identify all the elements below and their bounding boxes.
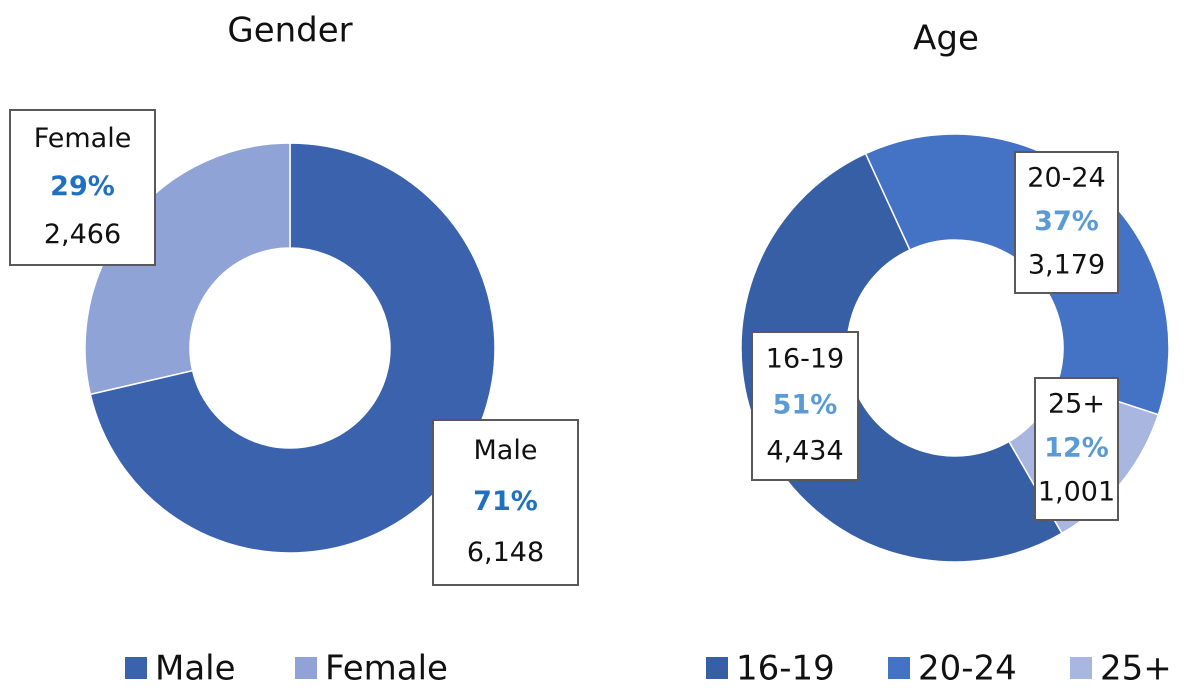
value-label: 2,466 (44, 219, 121, 250)
donut-slice (89, 142, 496, 554)
value-label: 3,179 (1028, 250, 1105, 281)
percent-label: 71% (473, 486, 538, 517)
legend-swatch (706, 657, 728, 679)
slice-name: 20-24 (1027, 162, 1105, 193)
label-box (9, 109, 156, 266)
donut-slice (84, 142, 291, 396)
legend-label: Male (155, 649, 236, 689)
legend-label: 20-24 (918, 649, 1017, 689)
legend-label: 16-19 (736, 649, 835, 689)
legend-swatch (888, 657, 910, 679)
chart-title: Age (913, 19, 979, 59)
legend-label: 25+ (1100, 649, 1172, 689)
percent-label: 37% (1034, 206, 1099, 237)
slice-name: 16-19 (766, 344, 844, 375)
label-box (1034, 377, 1119, 521)
legend-swatch (295, 657, 317, 679)
slice-name: Male (474, 435, 538, 466)
value-label: 6,148 (467, 537, 544, 568)
label-box (432, 419, 579, 586)
percent-label: 29% (50, 171, 115, 202)
legend-swatch (125, 657, 147, 679)
legend-swatch (1070, 657, 1092, 679)
slice-name: Female (34, 123, 132, 154)
slice-name: 25+ (1048, 388, 1105, 419)
value-label: 1,001 (1038, 477, 1115, 508)
percent-label: 12% (1044, 433, 1109, 464)
legend-label: Female (325, 649, 448, 689)
label-box (751, 331, 859, 481)
chart-title: Gender (227, 11, 352, 51)
label-box (1014, 151, 1119, 294)
percent-label: 51% (773, 390, 838, 421)
value-label: 4,434 (766, 435, 843, 466)
